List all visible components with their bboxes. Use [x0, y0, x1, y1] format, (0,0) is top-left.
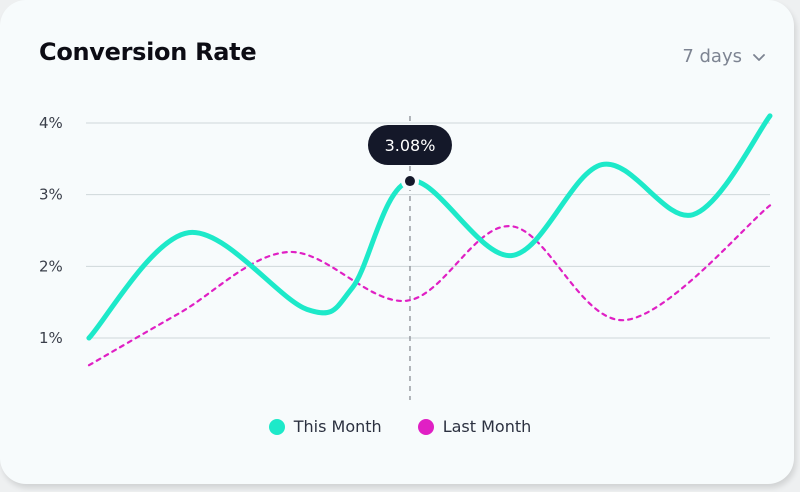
legend-label-this-month: This Month	[293, 417, 382, 436]
series-line-last-month	[87, 204, 772, 367]
y-tick-label: 3%	[39, 186, 63, 204]
y-tick-label: 1%	[39, 329, 63, 347]
legend-label-last-month: Last Month	[442, 417, 532, 436]
range-label: 7 days	[682, 46, 742, 67]
y-tick-label: 2%	[39, 257, 63, 275]
card-title: Conversion Rate	[39, 38, 257, 66]
legend: This Month Last Month	[0, 417, 800, 436]
y-tick-label: 4%	[39, 114, 63, 132]
range-dropdown[interactable]: 7 days	[682, 46, 766, 67]
chart-card: Conversion Rate 7 days	[0, 0, 794, 484]
tooltip-box	[367, 125, 452, 166]
legend-item-this-month[interactable]: This Month	[268, 417, 382, 436]
chevron-down-icon	[753, 53, 765, 61]
y-axis-ticks: 1% 2% 3% 4%	[39, 114, 63, 347]
legend-item-last-month[interactable]: Last Month	[417, 417, 532, 436]
tooltip-point	[404, 176, 415, 187]
tooltip-value: 3.08%	[385, 136, 436, 155]
tooltip: 3.08%	[367, 125, 452, 191]
this-month-swatch	[268, 418, 285, 435]
last-month-swatch	[417, 418, 434, 435]
